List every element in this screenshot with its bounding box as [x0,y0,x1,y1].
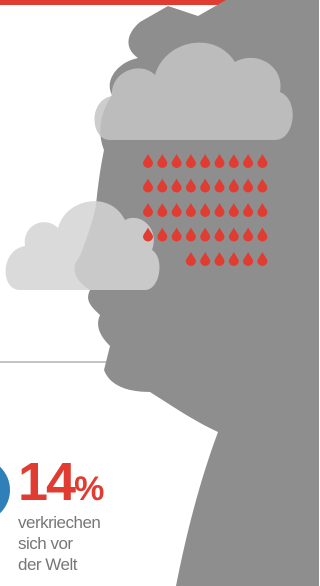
infographic: 14% verkriechen sich vor der Welt [0,0,319,586]
stat-label: der Welt [18,554,104,575]
stat-value: 14 [18,452,74,512]
circle-accent [0,458,10,522]
stat-label: verkriechen [18,512,104,533]
stat-label: sich vor [18,533,104,554]
stat-unit: % [74,470,104,508]
stat: 14% verkriechen sich vor der Welt [18,452,104,575]
